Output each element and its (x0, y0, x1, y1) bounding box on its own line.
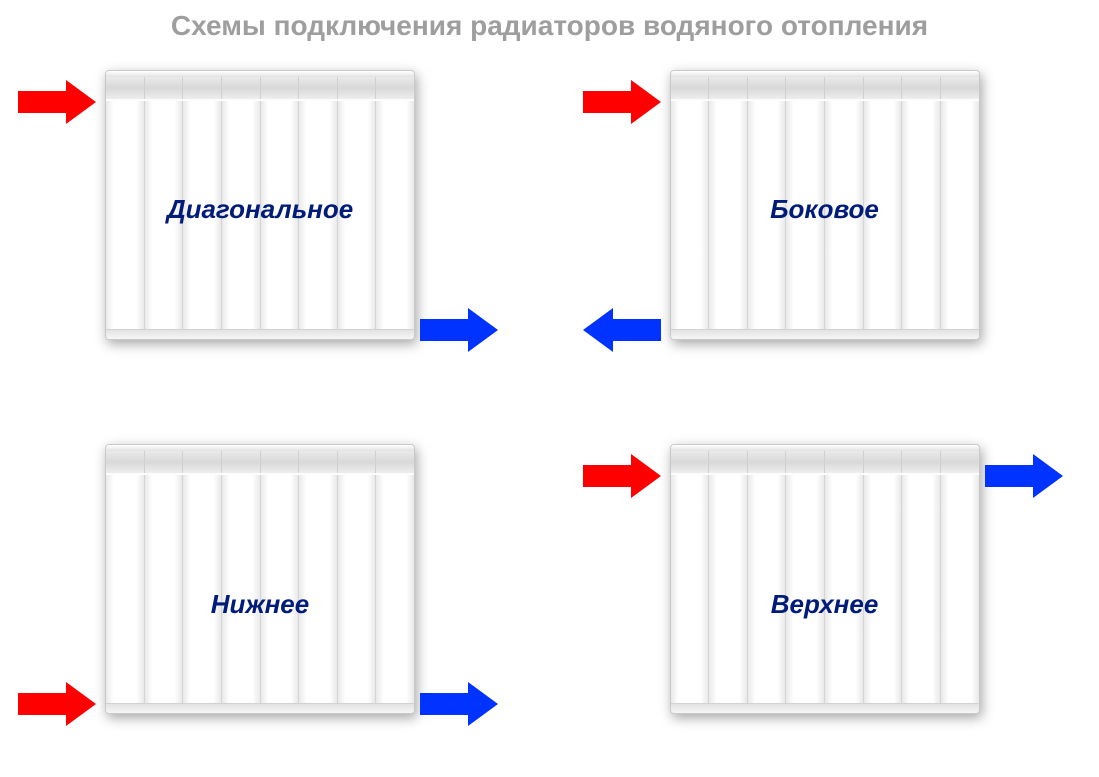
page-title: Схемы подключения радиаторов водяного от… (0, 0, 1099, 42)
hot-arrow-icon (18, 682, 96, 731)
cell-side: Боковое (550, 60, 1099, 414)
cell-diagonal: Диагональное (0, 60, 550, 414)
hot-arrow-icon (18, 80, 96, 129)
schemes-grid: Диагональное Боковое Нижнее Верхнее (0, 60, 1099, 767)
cold-arrow-icon (420, 682, 498, 731)
radiator-side: Боковое (670, 70, 980, 340)
hot-arrow-icon (583, 80, 661, 129)
hot-arrow-icon (583, 454, 661, 503)
radiator-diagonal: Диагональное (105, 70, 415, 340)
cell-bottom: Нижнее (0, 414, 550, 768)
cell-top: Верхнее (550, 414, 1099, 768)
cold-arrow-icon (420, 308, 498, 357)
cold-arrow-icon (583, 308, 661, 357)
radiator-bottom: Нижнее (105, 444, 415, 714)
radiator-top: Верхнее (670, 444, 980, 714)
cold-arrow-icon (985, 454, 1063, 503)
